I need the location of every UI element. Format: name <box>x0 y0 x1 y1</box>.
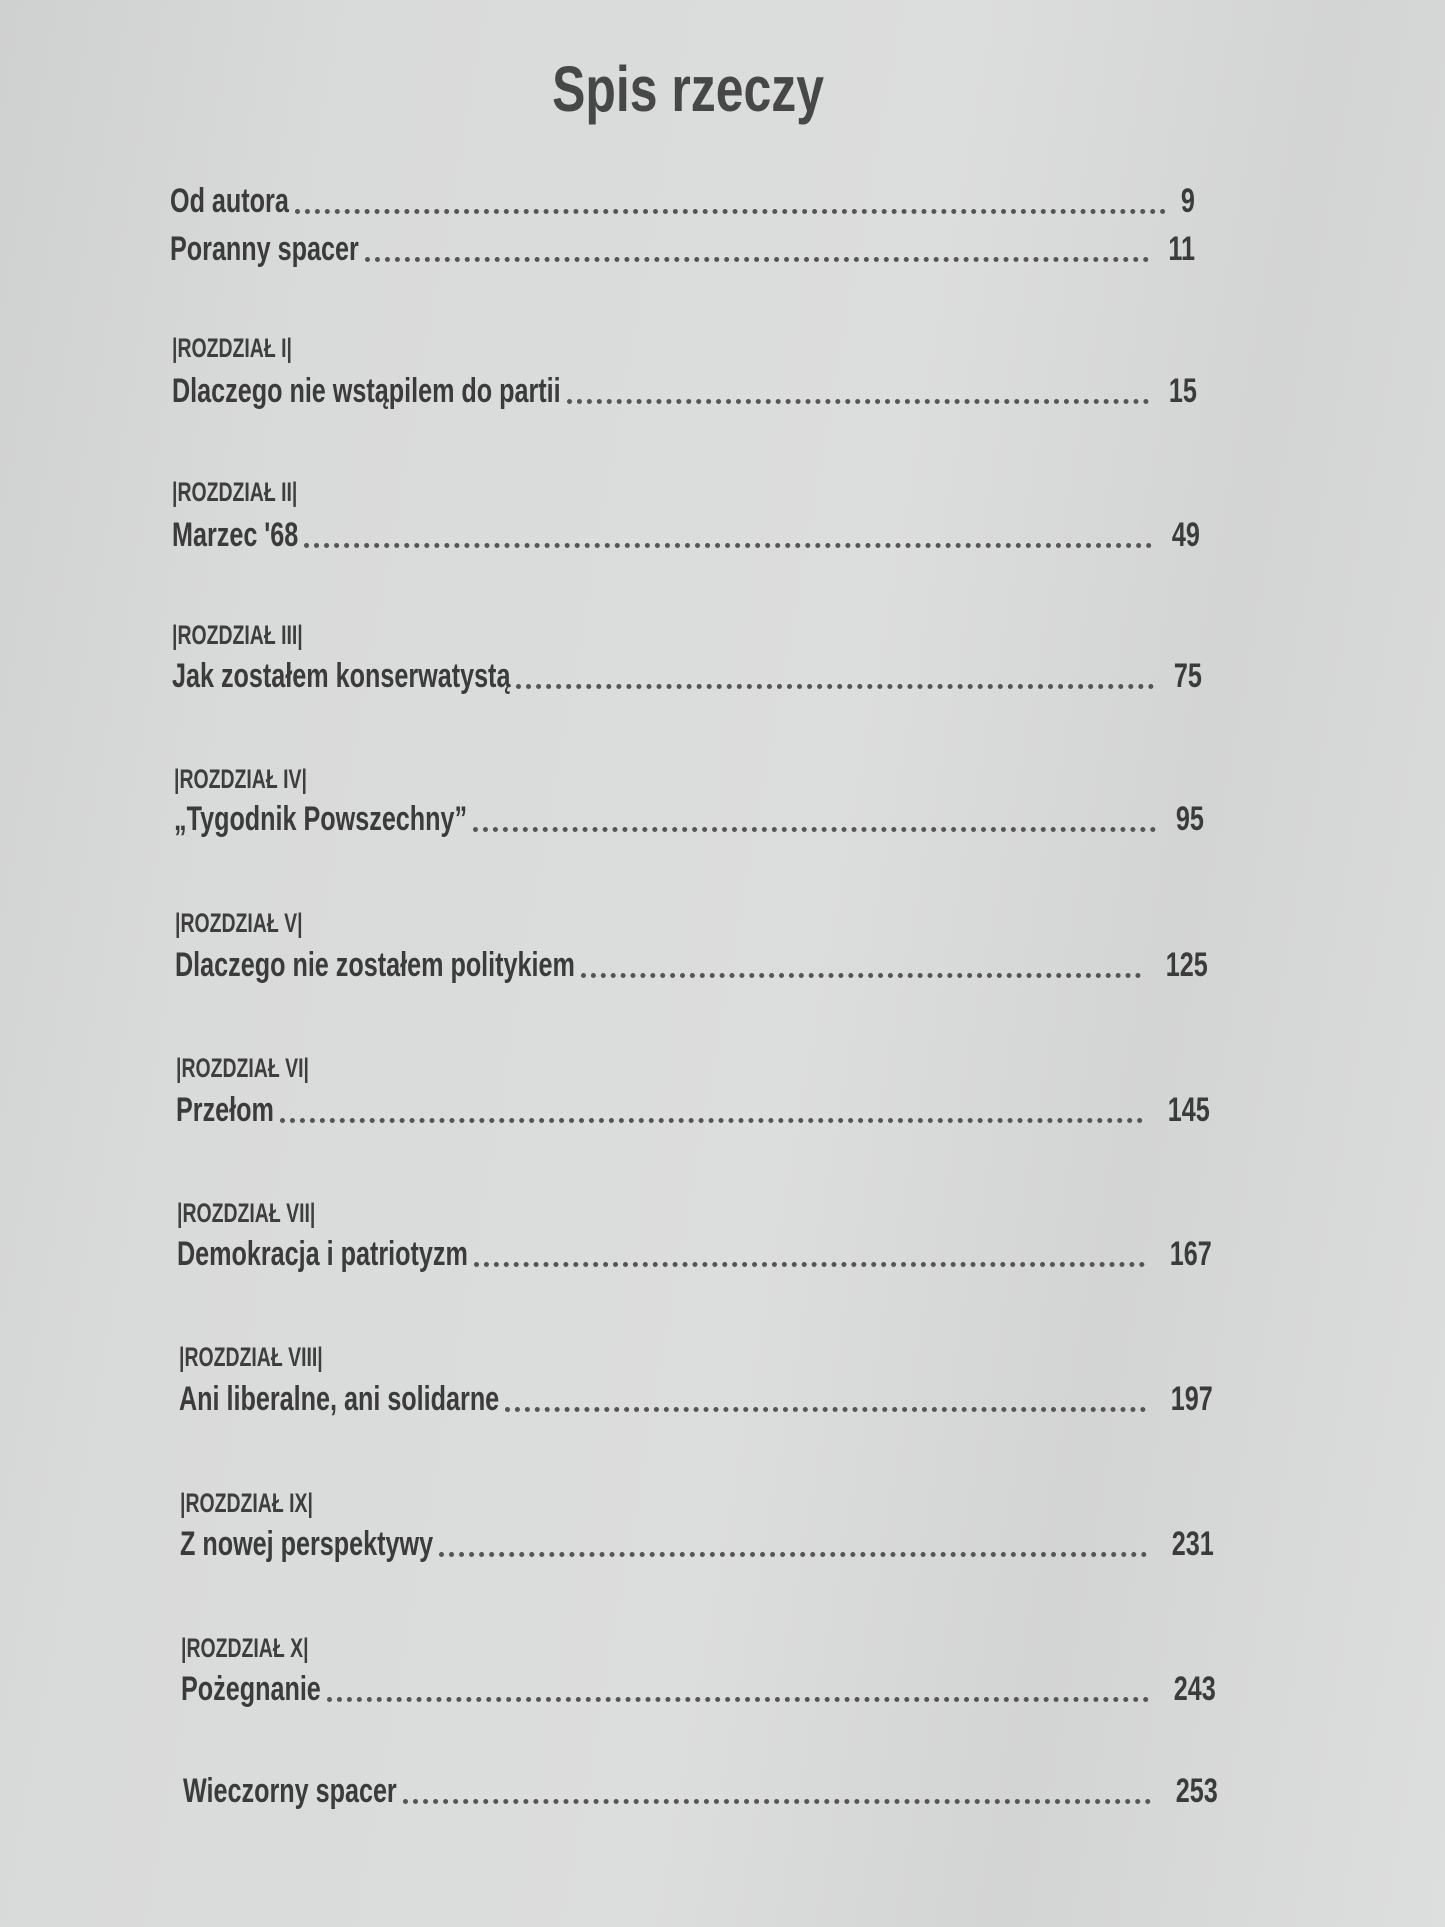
entry-title: Dlaczego nie zostałem politykiem <box>175 946 575 984</box>
dot-leader <box>473 827 1157 832</box>
page-number: 11 <box>1168 230 1195 268</box>
dot-leader <box>473 1262 1146 1267</box>
entry-title: Przełom <box>176 1091 274 1129</box>
toc-entry: |ROZDZIAŁ II| Marzec '68 49 <box>172 477 1200 560</box>
page-number: 145 <box>1168 1091 1210 1129</box>
entry-title: „Tygodnik Powszechny” <box>174 800 468 838</box>
toc-entry: |ROZDZIAŁ VI| Przełom 145 <box>176 1053 1210 1135</box>
entry-title: Demokracja i patriotyzm <box>177 1235 468 1273</box>
chapter-label: |ROZDZIAŁ VII| <box>177 1198 316 1228</box>
entry-title: Poranny spacer <box>170 230 359 268</box>
dot-leader <box>326 1697 1150 1702</box>
page-number: 167 <box>1170 1235 1212 1273</box>
page-number: 125 <box>1166 946 1208 984</box>
entry-title: Pożegnanie <box>181 1670 321 1708</box>
chapter-label: |ROZDZIAŁ VI| <box>176 1053 309 1083</box>
toc-entry: |ROZDZIAŁ I| Dlaczego nie wstąpilem do pa… <box>172 333 1197 416</box>
dot-leader <box>439 1552 1148 1557</box>
chapter-label: |ROZDZIAŁ I| <box>172 333 292 363</box>
page-number: 243 <box>1174 1670 1216 1708</box>
dot-leader <box>364 257 1150 262</box>
chapter-label: |ROZDZIAŁ IV| <box>174 764 307 794</box>
dot-leader <box>505 1407 1147 1412</box>
dot-leader <box>294 209 1167 214</box>
page-number: 253 <box>1176 1772 1218 1810</box>
dot-leader <box>304 543 1153 548</box>
dot-leader <box>580 973 1142 978</box>
page-number: 197 <box>1171 1380 1213 1418</box>
chapter-label: |ROZDZIAŁ III| <box>172 620 303 650</box>
page-title: Spis rzeczy <box>552 53 825 125</box>
chapter-label: |ROZDZIAŁ V| <box>175 908 303 938</box>
toc-entry: |ROZDZIAŁ III| Jak zostałem konserwatystą… <box>172 620 1202 701</box>
toc-entry: |ROZDZIAŁ VIII| Ani liberalne, ani solida… <box>179 1342 1213 1424</box>
entry-title: Marzec '68 <box>172 516 299 554</box>
dot-leader <box>279 1118 1144 1123</box>
toc-entry: Poranny spacer 11 <box>170 230 1195 274</box>
toc-entry: |ROZDZIAŁ IV| „Tygodnik Powszechny” 95 <box>174 764 1204 844</box>
page-number: 15 <box>1169 372 1197 410</box>
page-number: 95 <box>1176 800 1204 838</box>
dot-leader <box>516 684 1155 689</box>
entry-title: Dlaczego nie wstąpilem do partii <box>172 372 561 410</box>
entry-title: Jak zostałem konserwatystą <box>172 657 511 695</box>
chapter-label: |ROZDZIAŁ VIII| <box>179 1342 323 1372</box>
page-number: 49 <box>1172 516 1200 554</box>
dot-leader <box>566 399 1150 404</box>
toc-entry: |ROZDZIAŁ X| Pożegnanie 243 <box>181 1633 1216 1714</box>
entry-title: Od autora <box>170 182 289 220</box>
toc-entry: |ROZDZIAŁ IX| Z nowej perspektywy 231 <box>180 1488 1214 1569</box>
dot-leader <box>402 1799 1152 1804</box>
chapter-label: |ROZDZIAŁ X| <box>181 1633 309 1663</box>
chapter-label: |ROZDZIAŁ IX| <box>180 1488 313 1518</box>
entry-title: Wieczorny spacer <box>183 1772 397 1810</box>
entry-title: Ani liberalne, ani solidarne <box>179 1380 500 1418</box>
toc-entry: |ROZDZIAŁ V| Dlaczego nie zostałem polity… <box>175 908 1208 990</box>
chapter-label: |ROZDZIAŁ II| <box>172 477 298 507</box>
toc-entry: Od autora 9 <box>170 182 1195 226</box>
entry-title: Z nowej perspektywy <box>180 1525 434 1563</box>
toc-entry: |ROZDZIAŁ VII| Demokracja i patriotyzm 167 <box>177 1198 1212 1279</box>
page-number: 231 <box>1172 1525 1214 1563</box>
toc-entry: Wieczorny spacer 253 <box>183 1772 1218 1816</box>
page-number: 75 <box>1174 657 1202 695</box>
page-number: 9 <box>1180 182 1195 220</box>
